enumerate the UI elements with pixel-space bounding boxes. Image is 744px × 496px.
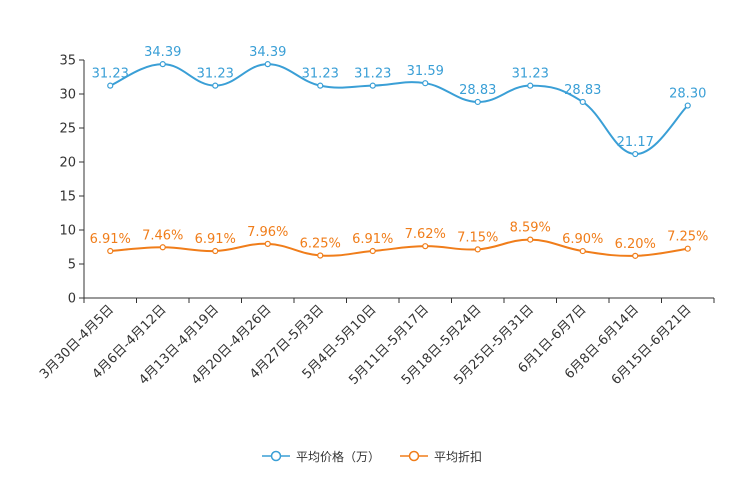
series-group: 31.23 34.39 31.23 34.39 31.23 31.23 31.59 28.83… bbox=[90, 45, 708, 259]
legend-label-discount: 平均折扣 bbox=[434, 449, 483, 464]
data-label: 6.25% bbox=[300, 237, 341, 252]
data-point bbox=[107, 247, 114, 255]
data-label: 6.20% bbox=[615, 237, 656, 252]
data-label: 7.46% bbox=[142, 228, 183, 243]
data-label: 34.39 bbox=[144, 45, 181, 60]
data-label: 21.17 bbox=[617, 135, 654, 150]
y-tick-label: 15 bbox=[59, 190, 76, 205]
legend: 平均价格（万） 平均折扣 bbox=[0, 446, 744, 466]
series-0: 31.23 34.39 31.23 34.39 31.23 31.23 31.59 28.83… bbox=[92, 45, 706, 158]
data-label: 31.23 bbox=[302, 67, 339, 82]
data-label: 31.23 bbox=[92, 67, 129, 82]
y-tick-label: 30 bbox=[59, 88, 76, 103]
data-point bbox=[212, 247, 219, 255]
data-label: 34.39 bbox=[249, 45, 286, 60]
data-point bbox=[317, 82, 324, 89]
data-point bbox=[422, 80, 429, 87]
data-point bbox=[579, 98, 586, 106]
data-label: 28.30 bbox=[669, 87, 706, 102]
data-point bbox=[579, 247, 586, 255]
data-point bbox=[474, 246, 481, 253]
y-tick-label: 25 bbox=[59, 122, 76, 137]
series-1: 6.91% 7.46% 6.91% 7.96% 6.25% 6.91% 7.62% 7.15%… bbox=[90, 221, 708, 259]
data-point bbox=[632, 252, 639, 259]
data-point bbox=[317, 252, 324, 259]
data-label: 31.23 bbox=[354, 67, 391, 82]
legend-item-discount[interactable]: 平均折扣 bbox=[400, 448, 482, 465]
data-point bbox=[159, 61, 166, 68]
y-tick-label: 10 bbox=[59, 224, 76, 239]
data-point bbox=[422, 243, 429, 250]
y-tick-label: 35 bbox=[59, 54, 76, 69]
data-label: 7.62% bbox=[405, 227, 446, 242]
legend-marker-price bbox=[261, 450, 290, 462]
data-point bbox=[212, 82, 219, 89]
y-tick-label: 5 bbox=[68, 258, 76, 273]
data-label: 28.83 bbox=[564, 83, 601, 98]
data-label: 7.96% bbox=[247, 225, 288, 240]
data-point bbox=[684, 245, 691, 252]
data-label: 28.83 bbox=[459, 83, 496, 98]
data-point bbox=[159, 244, 166, 251]
data-label: 7.25% bbox=[667, 230, 708, 245]
data-label: 7.15% bbox=[457, 230, 498, 245]
data-point bbox=[264, 61, 271, 68]
data-label: 8.59% bbox=[510, 221, 551, 236]
data-point bbox=[527, 82, 534, 89]
legend-item-price[interactable]: 平均价格（万） bbox=[261, 448, 380, 465]
data-point bbox=[264, 240, 271, 247]
y-tick-label: 20 bbox=[59, 156, 76, 171]
data-label: 6.91% bbox=[90, 232, 131, 247]
data-label: 31.23 bbox=[512, 67, 549, 82]
data-point bbox=[527, 236, 534, 243]
data-label: 6.91% bbox=[352, 232, 393, 247]
data-point bbox=[107, 82, 114, 89]
data-label: 6.90% bbox=[562, 232, 603, 247]
data-point bbox=[474, 98, 481, 106]
data-point bbox=[369, 247, 376, 255]
data-label: 31.23 bbox=[197, 67, 234, 82]
legend-label-price: 平均价格（万） bbox=[295, 449, 380, 464]
series-line bbox=[109, 63, 689, 156]
data-label: 31.59 bbox=[407, 64, 444, 79]
data-point bbox=[369, 82, 376, 89]
series-line bbox=[110, 238, 688, 257]
data-point bbox=[632, 150, 639, 158]
legend-marker-discount bbox=[400, 450, 428, 462]
y-tick-label: 0 bbox=[68, 292, 76, 307]
data-label: 6.91% bbox=[195, 232, 236, 247]
axes: 051015202530353月30日-4月5日4月6日-4月12日4月13日-… bbox=[37, 54, 715, 388]
data-point bbox=[684, 102, 691, 109]
